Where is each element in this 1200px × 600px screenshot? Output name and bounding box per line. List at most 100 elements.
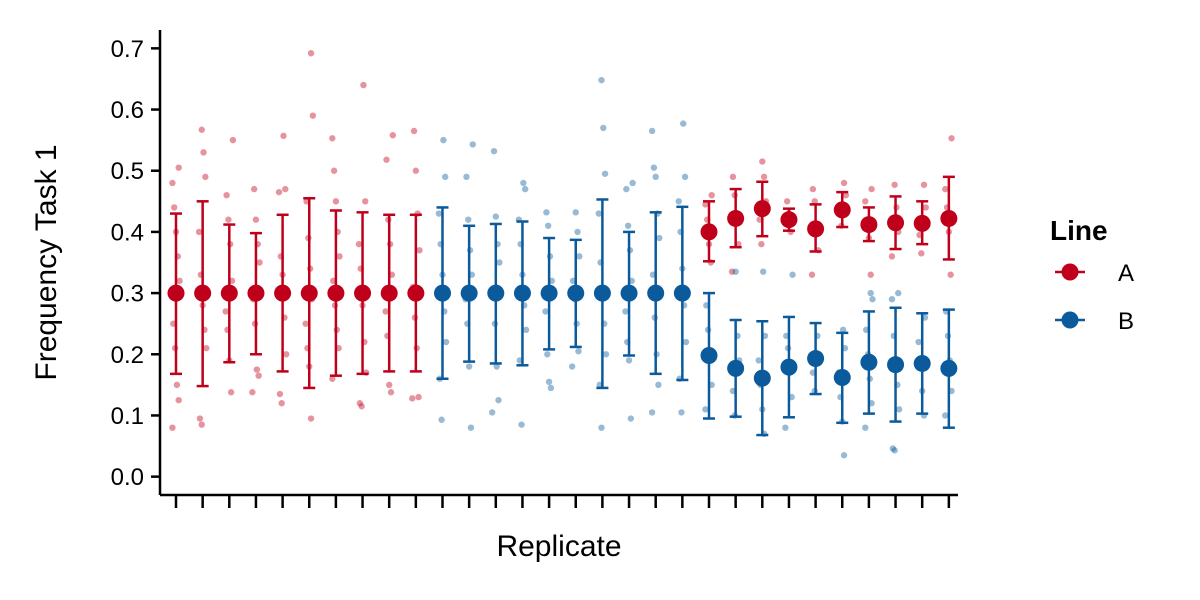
y-tick-label: 0.1 (111, 403, 144, 430)
mean-point (833, 369, 851, 387)
raw-point (702, 201, 709, 208)
raw-point (842, 191, 850, 199)
raw-point (307, 415, 315, 422)
raw-point (198, 126, 205, 133)
mean-point (274, 284, 292, 302)
raw-point (648, 127, 656, 135)
raw-point (198, 421, 205, 428)
raw-point (811, 198, 818, 205)
raw-point (948, 135, 955, 142)
raw-point (203, 344, 210, 352)
mean-point (380, 284, 398, 302)
raw-point (547, 384, 555, 392)
y-tick-label: 0.7 (111, 36, 144, 63)
raw-points-layer (169, 50, 955, 459)
raw-point (276, 390, 284, 398)
mean-point (807, 220, 825, 238)
raw-point (867, 289, 874, 297)
raw-point (942, 185, 949, 193)
legend-entries: AB (1055, 260, 1134, 335)
mean-point (913, 354, 931, 372)
mean-point (753, 369, 771, 387)
y-tick-label: 0.3 (111, 281, 144, 308)
raw-point (760, 173, 768, 181)
mean-point (833, 201, 851, 219)
raw-point (888, 296, 896, 303)
raw-point (759, 158, 766, 165)
raw-point (490, 147, 498, 155)
raw-point (332, 198, 340, 205)
mean-point (647, 284, 665, 302)
raw-point (678, 409, 685, 416)
mean-point (354, 284, 372, 302)
raw-point (602, 351, 610, 358)
raw-point (650, 164, 658, 171)
mean-point (487, 284, 505, 302)
raw-point (656, 234, 663, 242)
raw-point (256, 259, 263, 266)
raw-point (575, 348, 582, 355)
mean-points-layer (167, 200, 958, 387)
raw-point (782, 424, 789, 431)
raw-point (383, 156, 390, 163)
raw-point (465, 216, 472, 223)
raw-point (442, 338, 450, 346)
mean-point (434, 284, 451, 302)
raw-point (601, 170, 609, 177)
raw-point (336, 253, 343, 260)
raw-point (467, 424, 475, 431)
raw-point (522, 326, 530, 334)
raw-point (543, 209, 550, 216)
mean-point (194, 284, 212, 302)
raw-point (545, 222, 552, 229)
raw-point (410, 127, 418, 135)
raw-point (867, 271, 874, 278)
raw-point (728, 268, 736, 275)
raw-point (840, 179, 848, 187)
raw-point (229, 136, 237, 144)
y-tick-label: 0.6 (111, 97, 144, 124)
raw-point (409, 395, 416, 402)
raw-point (469, 141, 476, 148)
raw-point (708, 191, 715, 199)
raw-point (655, 381, 662, 389)
raw-point (495, 396, 502, 404)
raw-point (463, 173, 470, 181)
raw-point (918, 250, 925, 257)
y-tick-label: 0.4 (111, 219, 144, 246)
mean-point (780, 358, 798, 376)
raw-point (175, 164, 182, 171)
raw-point (755, 357, 762, 364)
mean-point (327, 284, 345, 302)
raw-point (680, 120, 687, 127)
raw-point (387, 389, 395, 396)
raw-point (915, 338, 922, 346)
raw-point (435, 210, 443, 217)
raw-point (808, 271, 816, 278)
axes (158, 30, 958, 497)
raw-point (255, 372, 262, 379)
y-tick-label: 0.2 (111, 342, 144, 369)
raw-point (758, 240, 765, 248)
raw-point (358, 403, 365, 410)
raw-point (598, 424, 605, 431)
raw-point (572, 209, 579, 216)
raw-point (382, 308, 389, 315)
raw-point (888, 253, 896, 260)
raw-point (412, 167, 420, 174)
raw-point (869, 296, 876, 303)
mean-point (860, 216, 878, 234)
raw-point (627, 415, 635, 422)
raw-point (275, 188, 283, 196)
raw-point (895, 289, 902, 297)
mean-point (407, 284, 425, 302)
mean-point (300, 284, 318, 302)
x-ticks (174, 495, 951, 508)
raw-point (942, 412, 949, 419)
mean-point (513, 284, 531, 302)
raw-point (840, 452, 848, 459)
raw-point (356, 400, 364, 407)
raw-point (175, 396, 182, 404)
raw-point (493, 363, 500, 370)
y-tick-label: 0.5 (111, 158, 144, 185)
